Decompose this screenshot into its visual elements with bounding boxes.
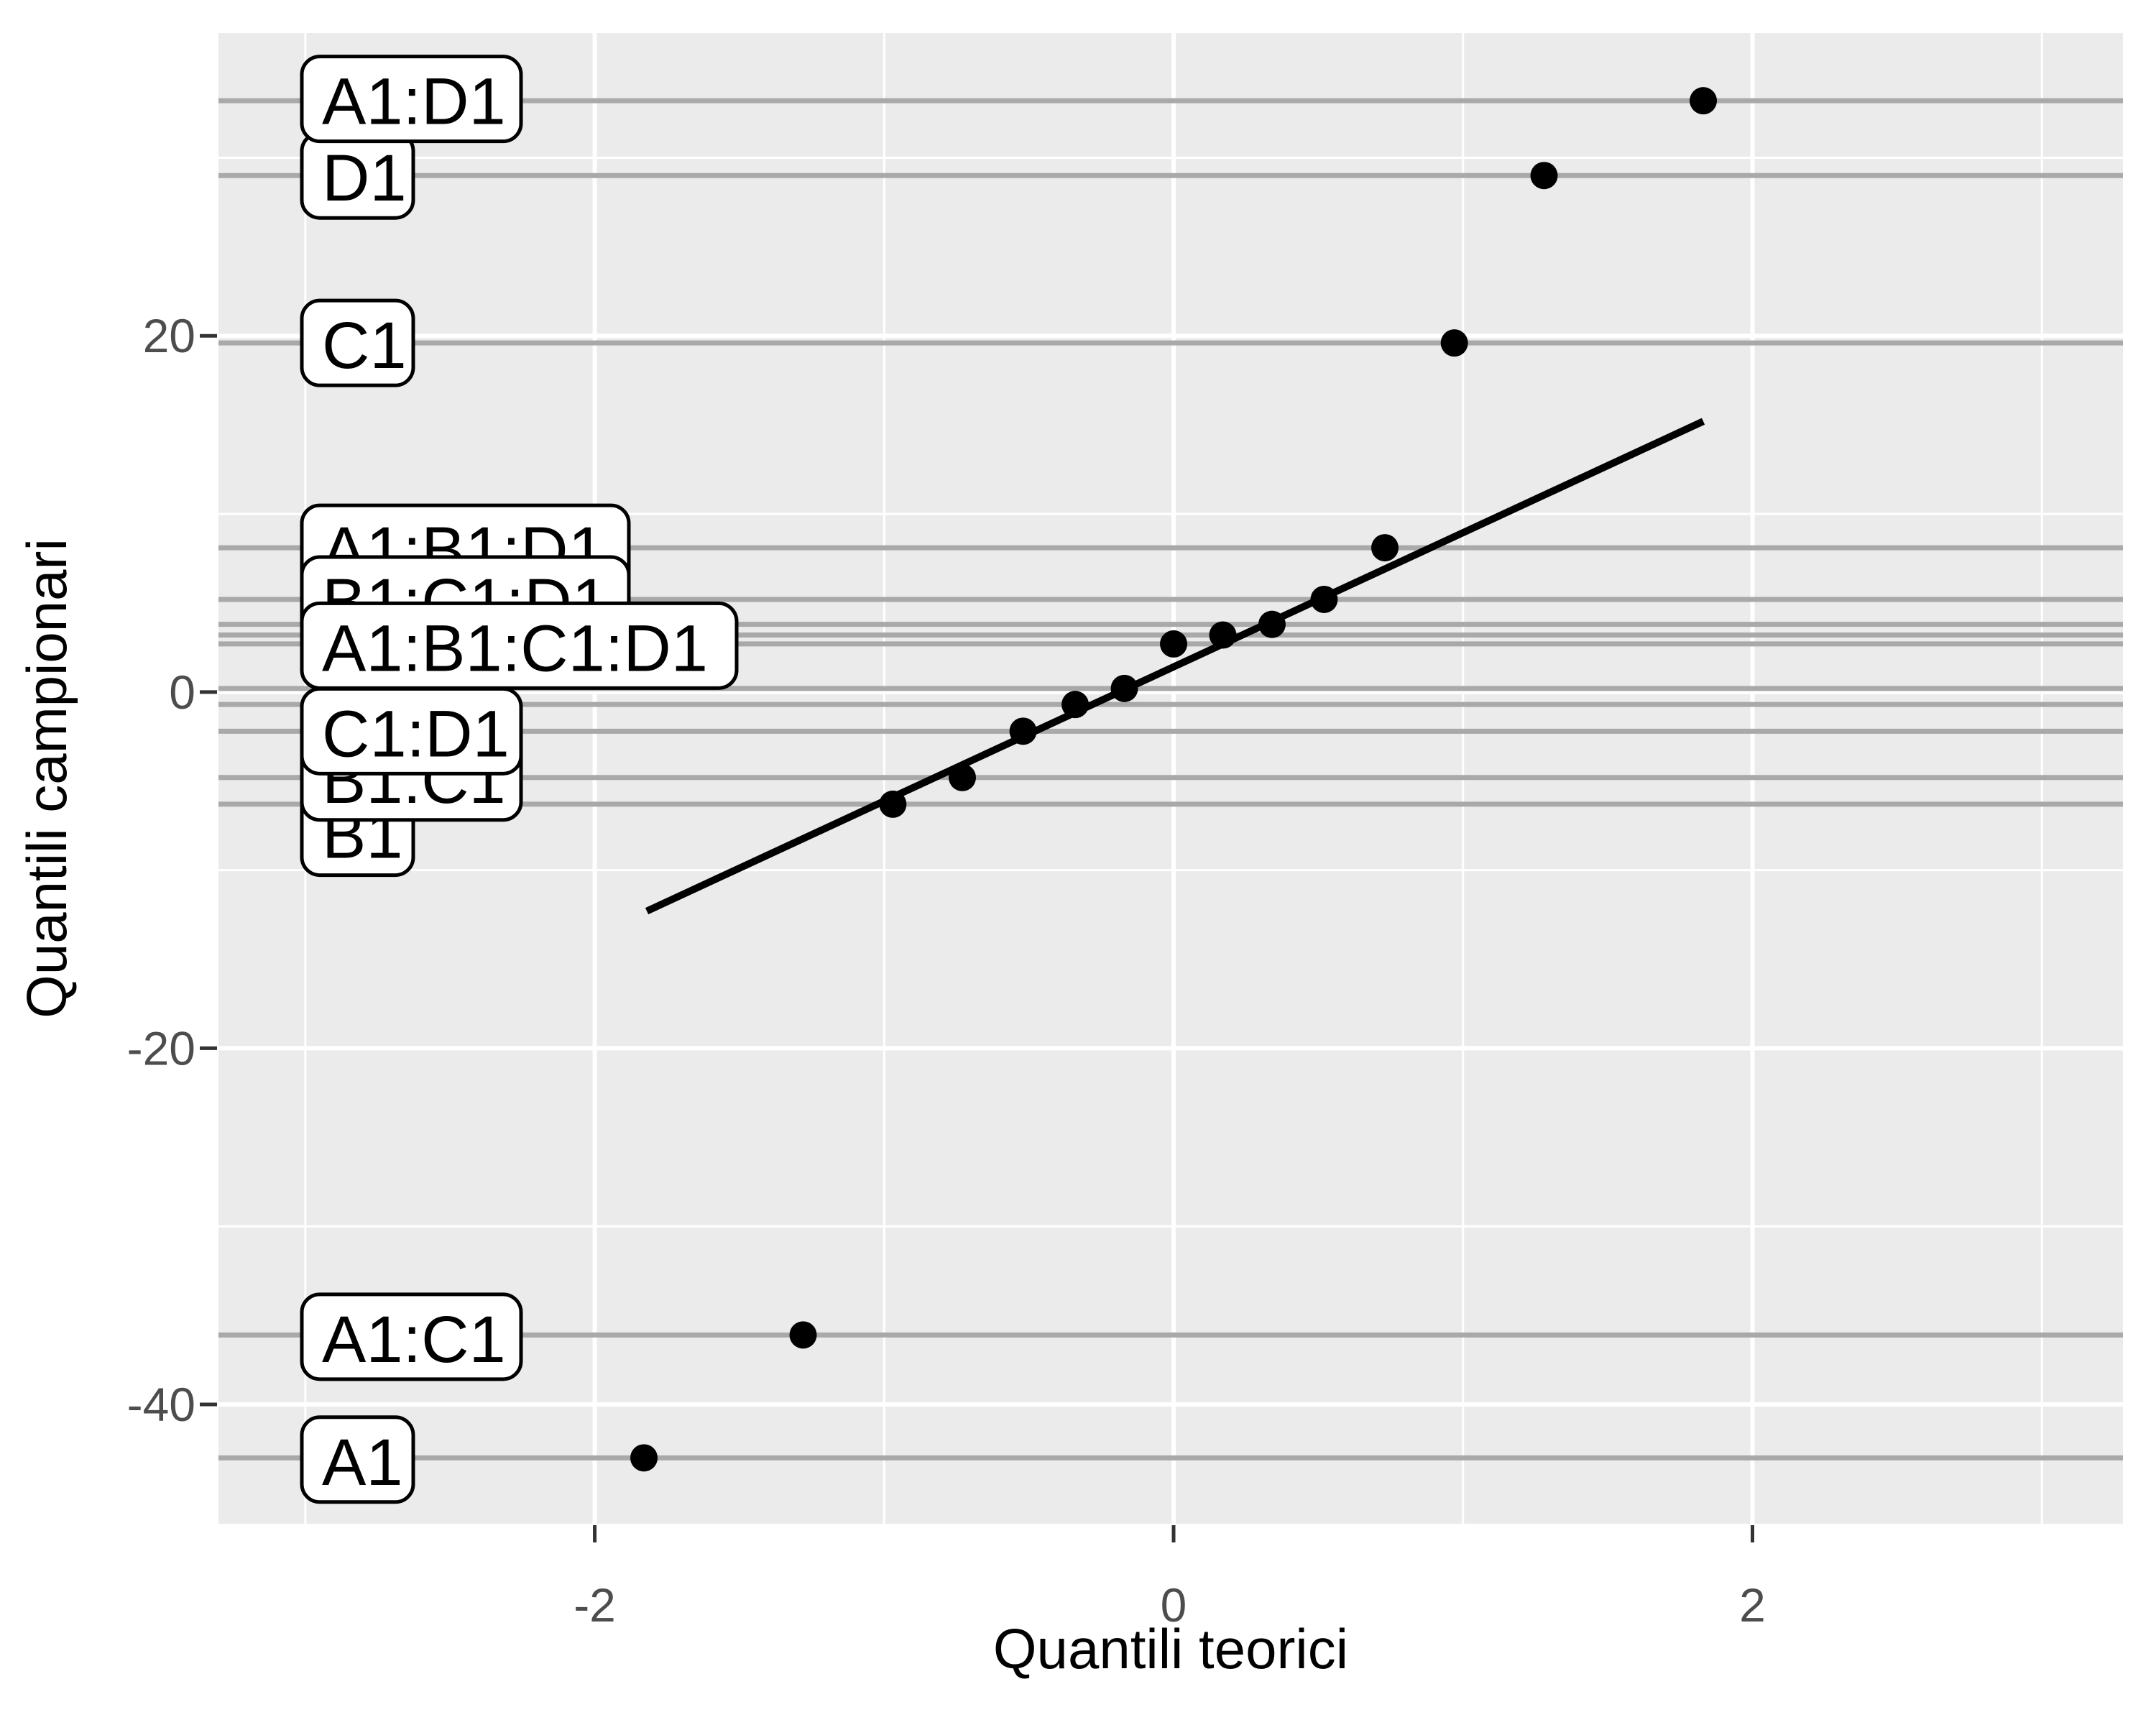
- effect-label-D1: D1: [300, 131, 415, 220]
- data-point-A1:B1:C1: [1061, 691, 1089, 719]
- data-point-C1: [1440, 329, 1468, 357]
- effect-label-text: A1: [322, 1426, 403, 1499]
- y-tick-label: 20: [143, 309, 195, 362]
- effect-label-C1: C1: [300, 298, 415, 387]
- effect-label-box: [300, 55, 523, 144]
- y-tick-label: -20: [127, 1021, 195, 1075]
- y-axis-ticks: -40 -20 0 20: [127, 309, 217, 1431]
- data-point-A1:C1:D1: [1110, 674, 1138, 702]
- data-point-A1:B1:C1:D1: [1209, 621, 1237, 649]
- data-point-D1: [1530, 162, 1558, 190]
- effect-label-A1:D1: A1:D1: [300, 55, 523, 144]
- effect-label-A1:B1:C1:D1: A1:B1:C1:D1: [300, 601, 739, 690]
- effect-label-box: [300, 298, 415, 387]
- y-axis-title: Quantili campionari: [15, 538, 78, 1018]
- data-point-A1:C1: [789, 1321, 817, 1349]
- effect-label-text: C1:D1: [322, 697, 510, 770]
- x-tick-label: 0: [1161, 1578, 1187, 1632]
- y-tick-label: 0: [169, 666, 195, 719]
- data-point-B1:C1:D1: [1310, 585, 1338, 613]
- effect-label-A1:C1: A1:C1: [300, 1292, 523, 1381]
- effect-label-text: A1:C1: [322, 1303, 506, 1376]
- data-point-A1: [630, 1444, 658, 1472]
- x-axis-ticks: -2 0 2: [573, 1525, 1766, 1632]
- effect-label-text: D1: [322, 142, 407, 215]
- qq-reference-line: [645, 418, 1705, 915]
- effect-label-text: C1: [322, 309, 407, 382]
- x-tick-label: -2: [573, 1578, 616, 1632]
- effect-label-box: [300, 686, 523, 776]
- effect-label-box: [300, 601, 739, 690]
- data-point-A1:B1: [1258, 610, 1286, 638]
- effect-label-text: A1:B1:C1:D1: [322, 612, 708, 685]
- data-point-A1:B1:D1: [1371, 534, 1399, 562]
- data-point-B1:D1: [1160, 630, 1188, 658]
- data-point-B1:C1: [949, 763, 977, 791]
- y-tick-label: -40: [127, 1378, 195, 1431]
- data-point-B1: [879, 790, 907, 818]
- effect-labels: B1B1:C1A1:B1:D1B1:C1:D1A1:B1:C1:D1C1:D1D…: [300, 55, 739, 1504]
- effect-label-box: [300, 1292, 523, 1381]
- data-point-A1:D1: [1690, 87, 1718, 115]
- effect-label-text: A1:D1: [322, 65, 506, 139]
- x-axis-title: Quantili teorici: [993, 1617, 1348, 1680]
- data-point-C1:D1: [1009, 717, 1037, 745]
- effect-label-box: [300, 1415, 415, 1504]
- data-points: [630, 87, 1718, 1472]
- effect-label-C1:D1: C1:D1: [300, 686, 523, 776]
- effect-label-A1: A1: [300, 1415, 415, 1504]
- x-tick-label: 2: [1739, 1578, 1766, 1632]
